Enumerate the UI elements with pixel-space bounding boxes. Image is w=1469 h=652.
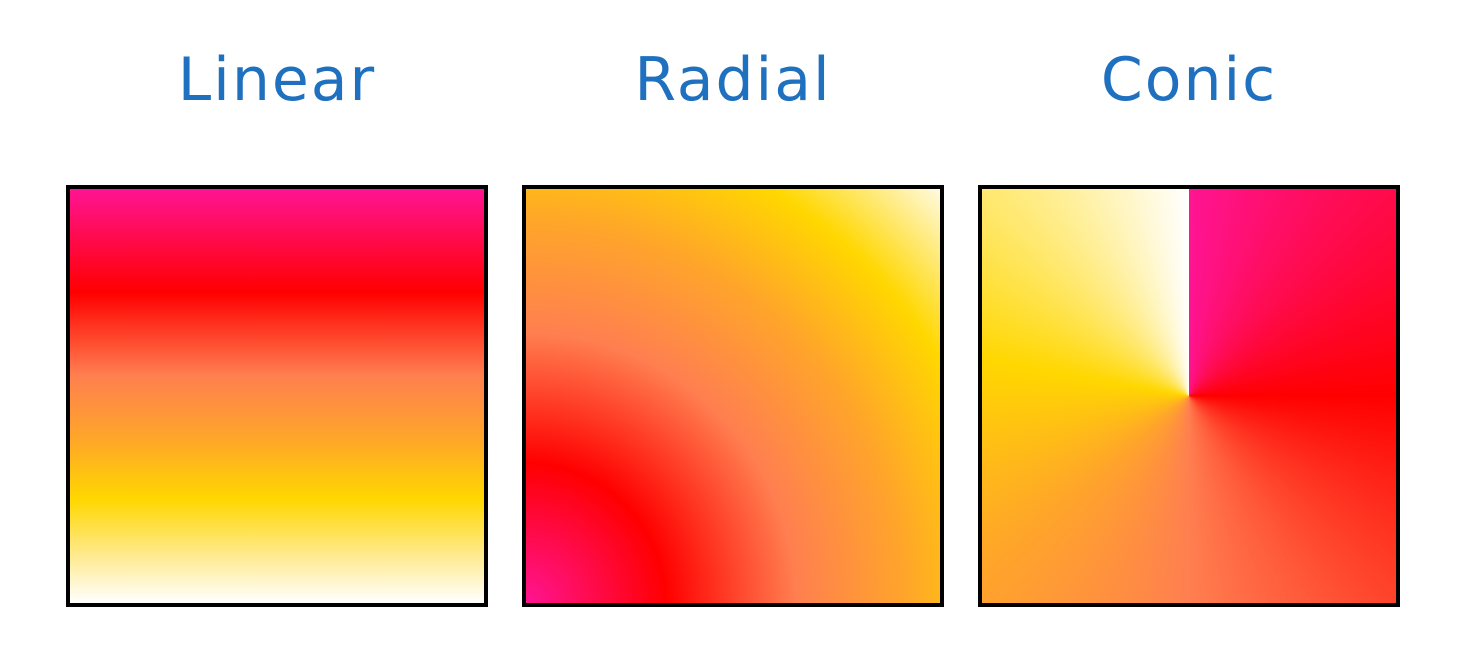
linear-label: Linear (177, 45, 377, 115)
radial-gradient-swatch (522, 185, 944, 607)
conic-gradient-swatch (978, 185, 1400, 607)
radial-label: Radial (634, 45, 832, 115)
radial-gradient-panel: Radial (522, 0, 944, 652)
conic-gradient-panel: Conic (978, 0, 1400, 652)
linear-gradient-panel: Linear (66, 0, 488, 652)
linear-gradient-swatch (66, 185, 488, 607)
conic-label: Conic (1100, 45, 1278, 115)
